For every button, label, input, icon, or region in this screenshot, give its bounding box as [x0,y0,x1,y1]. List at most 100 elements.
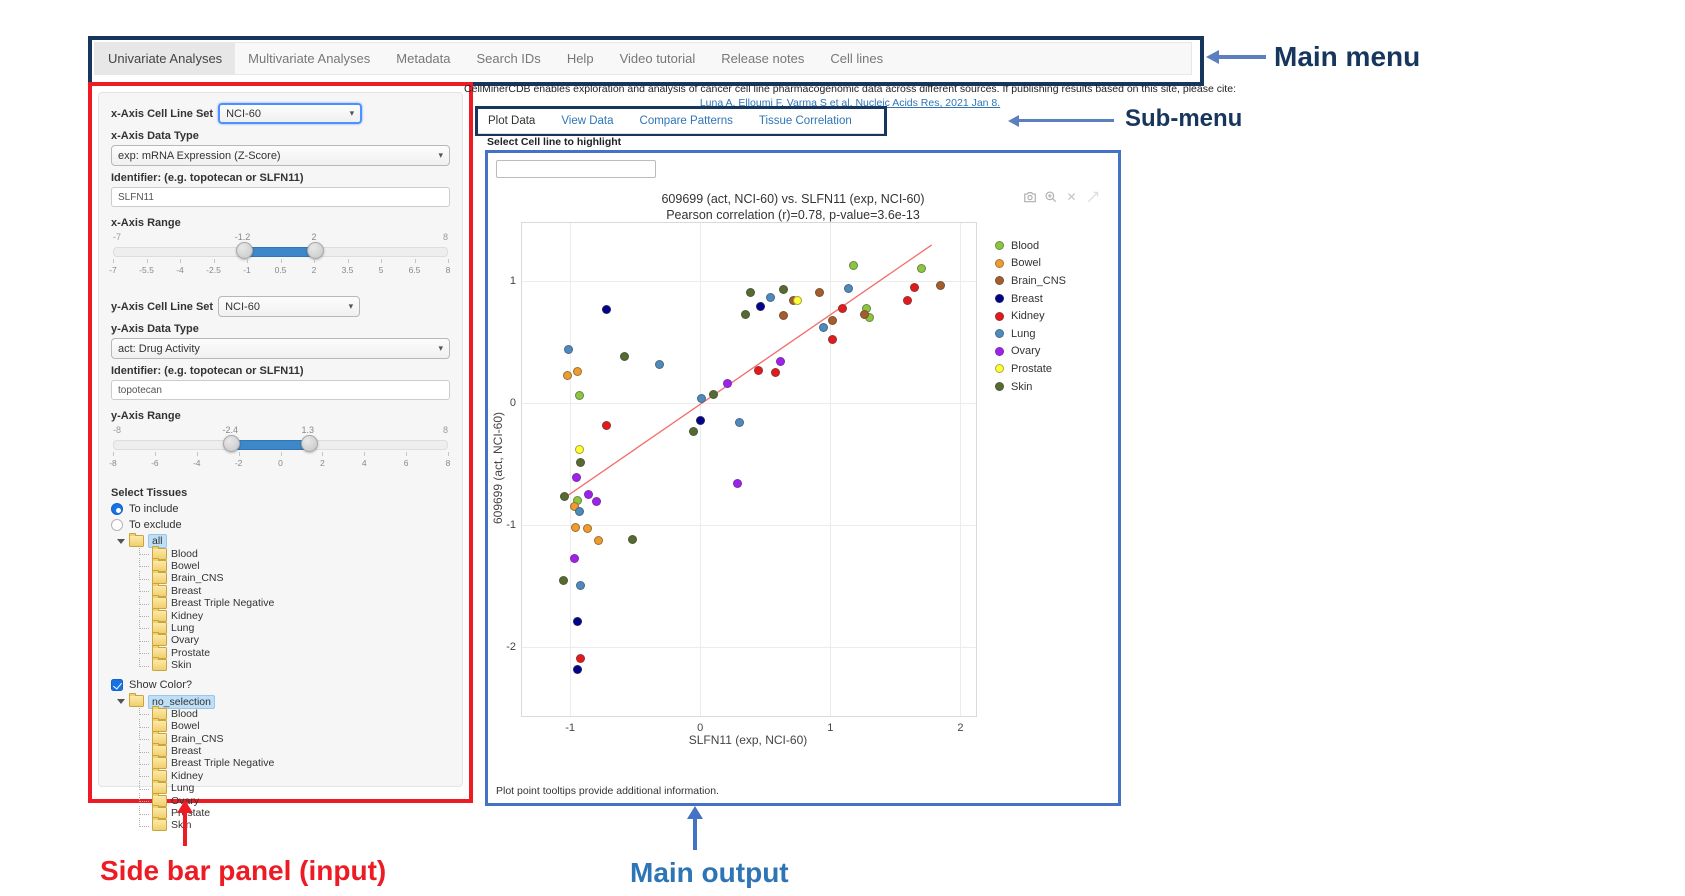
to-exclude-radio[interactable]: To exclude [111,519,450,531]
tree-item-kidney[interactable]: Kidney [115,607,450,622]
slider-handle-to[interactable] [307,242,324,259]
menu-item-video-tutorial[interactable]: Video tutorial [619,51,696,66]
data-point-ovary[interactable] [591,497,601,507]
data-point-brain-cns[interactable] [828,315,838,325]
data-point-skin[interactable] [628,534,638,544]
tree-root-no-selection[interactable]: no_selection [115,693,450,709]
camera-icon[interactable] [1022,189,1037,204]
data-point-lung[interactable] [844,284,854,294]
close-icon[interactable]: ✕ [1066,189,1077,204]
tree-item-blood[interactable]: Blood [115,545,450,560]
data-point-lung[interactable] [734,418,744,428]
submenu-tab-plot-data[interactable]: Plot Data [488,115,536,127]
data-point-lung[interactable] [697,393,707,403]
data-point-bowel[interactable] [570,522,580,532]
scatter-plot-area[interactable]: -1 0 1 2 -2 -1 0 1 [506,222,977,734]
menu-item-search-ids[interactable]: Search IDs [476,51,541,66]
data-point-skin[interactable] [689,426,699,436]
tree-item-bowel[interactable]: Bowel [115,718,450,733]
tree-item-kidney[interactable]: Kidney [115,767,450,782]
data-point-ovary[interactable] [583,489,593,499]
tree-item-bowel[interactable]: Bowel [115,557,450,572]
data-point-bowel[interactable] [582,524,592,534]
data-point-skin[interactable] [708,390,718,400]
y-data-type-select[interactable]: act: Drug Activity ▾ [111,338,450,359]
data-point-skin[interactable] [560,492,570,502]
submenu-tab-tissue-correlation[interactable]: Tissue Correlation [758,115,852,127]
tree-item-blood[interactable]: Blood [115,705,450,720]
menu-item-metadata[interactable]: Metadata [396,51,451,66]
data-point-breast[interactable] [695,415,705,425]
data-point-skin[interactable] [778,285,788,295]
to-include-radio[interactable]: To include [111,503,450,515]
tree-item-ovary[interactable]: Ovary [115,632,450,647]
x-data-type-select[interactable]: exp: mRNA Expression (Z-Score) ▾ [111,145,450,166]
slider-handle-from[interactable] [235,242,253,259]
legend-item-blood[interactable]: Blood [995,237,1066,255]
slider-handle-to[interactable] [300,435,318,452]
submenu-tab-view-data[interactable]: View Data [561,115,614,127]
data-point-ovary[interactable] [776,357,786,367]
tree-item-brain-cns[interactable]: Brain_CNS [115,570,450,585]
data-point-brain-cns[interactable] [859,309,869,319]
highlight-cell-line-input[interactable] [496,160,656,178]
data-point-kidney[interactable] [754,365,764,375]
y-range-slider[interactable]: -8 8 -2.4 1.3 -8 -6 -4 -2 0 2 4 6 8 [109,425,450,471]
data-point-prostate[interactable] [793,296,803,306]
tree-item-prostate[interactable]: Prostate [115,644,450,659]
menu-item-cell-lines[interactable]: Cell lines [830,51,884,66]
legend-item-skin[interactable]: Skin [995,378,1066,396]
legend-item-kidney[interactable]: Kidney [995,307,1066,325]
data-point-kidney[interactable] [910,283,920,293]
tree-item-lung[interactable]: Lung [115,780,450,795]
data-point-kidney[interactable] [602,420,612,430]
tree-item-ovary[interactable]: Ovary [115,792,450,807]
zoom-in-icon[interactable] [1043,189,1058,204]
tree-expander-icon[interactable] [117,538,125,544]
data-point-bowel[interactable] [594,536,604,546]
legend-item-brain-cns[interactable]: Brain_CNS [995,272,1066,290]
data-point-kidney[interactable] [771,368,781,378]
data-point-kidney[interactable] [576,654,586,664]
legend-item-prostate[interactable]: Prostate [995,360,1066,378]
data-point-bowel[interactable] [569,502,579,512]
y-identifier-input[interactable] [111,380,451,400]
data-point-breast[interactable] [573,616,583,626]
menu-item-release-notes[interactable]: Release notes [721,51,805,66]
tree-item-lung[interactable]: Lung [115,619,450,634]
tree-item-breast-triple-negative[interactable]: Breast Triple Negative [115,595,450,610]
data-point-ovary[interactable] [572,472,582,482]
tree-item-breast[interactable]: Breast [115,743,450,758]
submenu-tab-compare-patterns[interactable]: Compare Patterns [639,115,733,127]
data-point-lung[interactable] [576,581,586,591]
data-point-lung[interactable] [655,359,665,369]
legend-item-lung[interactable]: Lung [995,325,1066,343]
tree-item-breast[interactable]: Breast [115,582,450,597]
legend-item-bowel[interactable]: Bowel [995,255,1066,273]
tree-expander-icon[interactable] [117,698,125,704]
data-point-kidney[interactable] [902,296,912,306]
menu-item-univariate-analyses[interactable]: Univariate Analyses [95,43,236,74]
data-point-ovary[interactable] [733,478,743,488]
data-point-brain-cns[interactable] [778,311,788,320]
data-point-brain-cns[interactable] [815,287,825,297]
slider-handle-from[interactable] [223,435,241,452]
data-point-brain-cns[interactable] [936,280,946,290]
data-point-skin[interactable] [746,287,756,297]
data-point-skin[interactable] [559,576,569,586]
data-point-breast[interactable] [573,665,583,675]
tree-root-all[interactable]: all [115,533,450,549]
data-point-kidney[interactable] [828,335,838,345]
x-range-slider[interactable]: -7 8 -1.2 2 -7 -5.5 -4 -2.5 -1 0.5 2 3.5 5 6.5 8 [109,232,450,278]
x-cell-line-set-select[interactable]: NCI-60 ▾ [218,103,363,124]
data-point-lung[interactable] [564,345,574,355]
data-point-lung[interactable] [574,506,584,516]
data-point-skin[interactable] [620,352,630,362]
menu-item-multivariate-analyses[interactable]: Multivariate Analyses [248,51,371,66]
data-point-blood[interactable] [574,391,584,401]
tree-item-skin[interactable]: Skin [115,657,450,672]
tree-item-breast-triple-negative[interactable]: Breast Triple Negative [115,755,450,770]
data-point-blood[interactable] [849,261,859,271]
autoscale-icon[interactable] [1085,189,1100,204]
tree-item-prostate[interactable]: Prostate [115,805,450,819]
